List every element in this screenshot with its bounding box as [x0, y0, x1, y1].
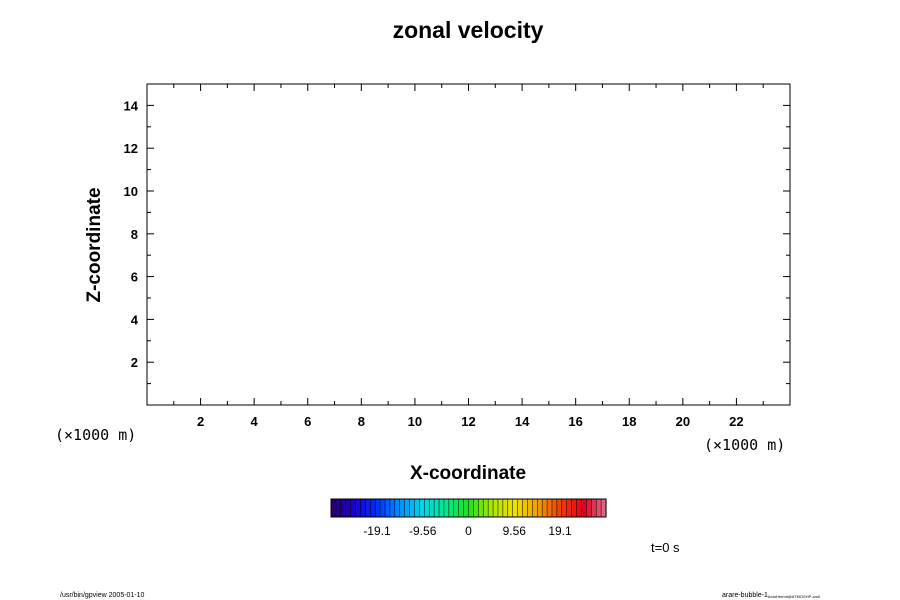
colorbar-cell: [586, 498, 592, 518]
colorbar-tick-label: 0: [465, 524, 472, 538]
colorbar-cell: [374, 498, 381, 518]
colorbar-cell: [463, 498, 470, 518]
footer-right-sub: ActoHermit@ATMOSHP-sm0: [768, 594, 821, 599]
colorbar-cell: [561, 498, 568, 518]
colorbar-cell: [492, 498, 499, 518]
y-tick-label: 4: [131, 312, 139, 327]
colorbar-cell: [394, 498, 401, 518]
colorbar-cell: [502, 498, 509, 518]
y-tick-label: 14: [124, 98, 139, 113]
colorbar-cell: [591, 498, 597, 518]
colorbar-cell: [448, 498, 455, 518]
colorbar-cell: [330, 498, 337, 518]
colorbar-cell: [458, 498, 465, 518]
y-tick-label: 6: [131, 270, 138, 285]
colorbar-tick-labels: -19.1 -9.56 0 9.56 19.1: [363, 524, 572, 538]
colorbar-cell: [478, 498, 484, 518]
y-tick-label: 2: [131, 355, 138, 370]
x-tick-label: 20: [676, 414, 690, 429]
colorbar-cell: [497, 498, 504, 518]
colorbar-cell: [350, 498, 357, 518]
colorbar-tick-label: 9.56: [503, 524, 527, 538]
y-axis-ticks: 2 4 6 8 10 12 14: [124, 98, 790, 385]
colorbar-cell: [379, 498, 386, 518]
colorbar-cell: [512, 498, 519, 518]
time-label: t=0 s: [651, 540, 680, 555]
colorbar-cell: [487, 498, 494, 518]
colorbar-cell: [532, 498, 538, 518]
colorbar-cell: [522, 498, 528, 518]
colorbar-cell: [576, 498, 582, 518]
colorbar-cell: [438, 498, 445, 518]
x-tick-label: 14: [515, 414, 530, 429]
colorbar-cell: [443, 498, 450, 518]
x-tick-label: 8: [358, 414, 365, 429]
y-axis-unit: (×1000 m): [55, 426, 136, 444]
colorbar-cell: [404, 498, 411, 518]
plot-frame: [146, 83, 791, 406]
colorbar-cell: [355, 498, 362, 518]
colorbar-cell: [399, 498, 406, 518]
y-axis-label: Z-coordinate: [84, 187, 105, 302]
colorbar-cell: [468, 498, 474, 518]
colorbar-cell: [595, 498, 602, 518]
footer-left: /usr/bin/gpview 2005-01-10: [60, 592, 145, 599]
x-axis-label: X-coordinate: [410, 463, 526, 484]
footer-right-main: arare-bubble-1: [722, 592, 768, 599]
colorbar-frame: [330, 498, 607, 518]
colorbar-cell: [551, 498, 558, 518]
colorbar-cell: [541, 498, 548, 518]
colorbar-cell: [517, 498, 524, 518]
colorbar: [330, 498, 607, 518]
x-axis-ticks: 2 4 6 8 10 12 14 16 18 20 22: [173, 84, 764, 429]
colorbar-cell: [428, 498, 435, 518]
colorbar-tick-label: 19.1: [548, 524, 572, 538]
colorbar-cell: [419, 498, 425, 518]
y-tick-label: 10: [124, 184, 138, 199]
footer-right: arare-bubble-1ActoHermit@ATMOSHP-sm0: [722, 592, 821, 599]
colorbar-cell: [370, 498, 376, 518]
colorbar-cell: [571, 498, 578, 518]
colorbar-cell: [365, 498, 371, 518]
x-tick-label: 12: [461, 414, 475, 429]
colorbar-cell: [424, 498, 430, 518]
colorbar-cell: [581, 498, 587, 518]
y-tick-label: 8: [131, 227, 138, 242]
colorbar-cell: [345, 498, 352, 518]
x-tick-label: 18: [622, 414, 636, 429]
colorbar-cell: [527, 498, 533, 518]
colorbar-cell: [360, 498, 366, 518]
colorbar-cell: [414, 498, 420, 518]
x-tick-label: 22: [729, 414, 743, 429]
colorbar-tick-label: -9.56: [409, 524, 437, 538]
x-tick-label: 2: [197, 414, 204, 429]
colorbar-cell: [384, 498, 391, 518]
x-tick-label: 10: [408, 414, 422, 429]
colorbar-tick-label: -19.1: [363, 524, 391, 538]
colorbar-cell: [482, 498, 489, 518]
colorbar-cell: [335, 498, 342, 518]
y-tick-label: 12: [124, 141, 138, 156]
colorbar-cell: [409, 498, 416, 518]
colorbar-cell: [473, 498, 479, 518]
chart-title: zonal velocity: [393, 17, 544, 43]
colorbar-cell: [453, 498, 460, 518]
colorbar-cell: [537, 498, 543, 518]
x-tick-label: 4: [251, 414, 259, 429]
colorbar-cell: [556, 498, 563, 518]
colorbar-cell: [389, 498, 396, 518]
colorbar-cell: [507, 498, 514, 518]
x-tick-label: 6: [304, 414, 311, 429]
colorbar-cell: [546, 498, 553, 518]
colorbar-cell: [433, 498, 440, 518]
plot-area: [146, 83, 791, 406]
x-axis-unit: (×1000 m): [704, 436, 785, 454]
x-tick-label: 16: [568, 414, 582, 429]
colorbar-cell: [566, 498, 573, 518]
colorbar-cell: [340, 498, 347, 518]
